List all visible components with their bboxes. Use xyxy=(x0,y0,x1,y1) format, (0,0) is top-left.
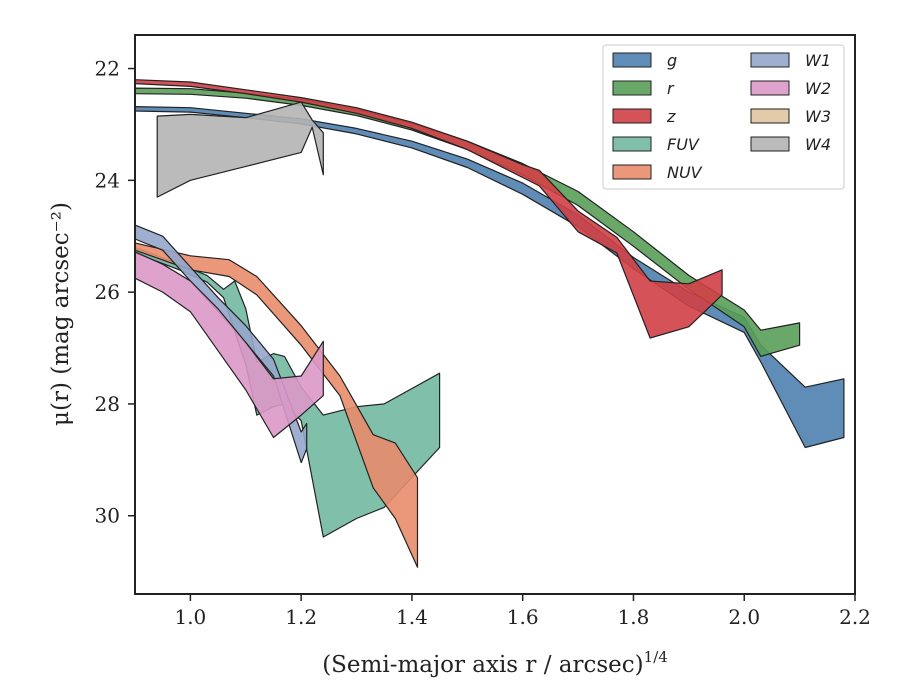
legend-label-w3: W3 xyxy=(805,107,831,126)
legend-swatch-r xyxy=(612,80,652,96)
band-g xyxy=(134,105,845,449)
plot-frame xyxy=(134,34,856,595)
y-tick-label: 28 xyxy=(95,392,120,416)
legend-label-g: g xyxy=(667,51,677,70)
legend-label-fuv: FUV xyxy=(667,135,700,154)
series-areas xyxy=(134,79,845,568)
legend-label-w4: W4 xyxy=(805,135,831,154)
legend-swatch-w2 xyxy=(750,80,790,96)
y-axis-label: μ(r) (mag arcsec⁻²) xyxy=(48,202,74,426)
legend-swatch-nuv xyxy=(612,164,652,180)
x-axis-ticks: 1.0 1.2 1.4 1.6 1.8 2.0 2.2 xyxy=(174,594,871,629)
band-w1 xyxy=(134,224,308,464)
legend-swatch-w3 xyxy=(750,108,790,124)
legend-swatch-z xyxy=(612,108,652,124)
band-z xyxy=(134,79,723,339)
y-axis-ticks: 22 24 26 28 30 xyxy=(95,57,135,528)
band-w2 xyxy=(134,251,324,439)
legend-label-nuv: NUV xyxy=(667,163,703,182)
legend-label-r: r xyxy=(667,79,675,98)
x-tick-label: 1.8 xyxy=(618,605,650,629)
legend-label-w2: W2 xyxy=(805,79,831,98)
legend-swatch-w4 xyxy=(750,136,790,152)
legend-label-w1: W1 xyxy=(805,51,831,70)
legend: grz FUV NUV W1 W2 W3 W4 xyxy=(602,44,845,190)
x-tick-label: 2.2 xyxy=(839,605,871,629)
x-tick-label: 1.0 xyxy=(174,605,206,629)
legend-swatch-g xyxy=(612,52,652,68)
x-axis-label-text: (Semi-major axis r / arcsec) xyxy=(322,652,643,678)
legend-swatch-w1 xyxy=(750,52,790,68)
y-tick-label: 26 xyxy=(95,280,120,304)
x-tick-label: 1.6 xyxy=(507,605,539,629)
y-tick-label: 30 xyxy=(95,504,120,528)
y-tick-label: 22 xyxy=(95,57,120,81)
band-nuv xyxy=(134,242,419,568)
x-tick-label: 1.4 xyxy=(396,605,428,629)
x-axis-label-exponent: 1/4 xyxy=(644,648,668,666)
legend-label-z: z xyxy=(666,107,676,126)
x-axis-label: (Semi-major axis r / arcsec)1/4 xyxy=(322,648,668,678)
legend-swatch-fuv xyxy=(612,136,652,152)
x-tick-label: 2.0 xyxy=(728,605,760,629)
y-tick-label: 24 xyxy=(95,168,120,192)
band-w4 xyxy=(156,101,324,198)
x-tick-label: 1.2 xyxy=(285,605,317,629)
